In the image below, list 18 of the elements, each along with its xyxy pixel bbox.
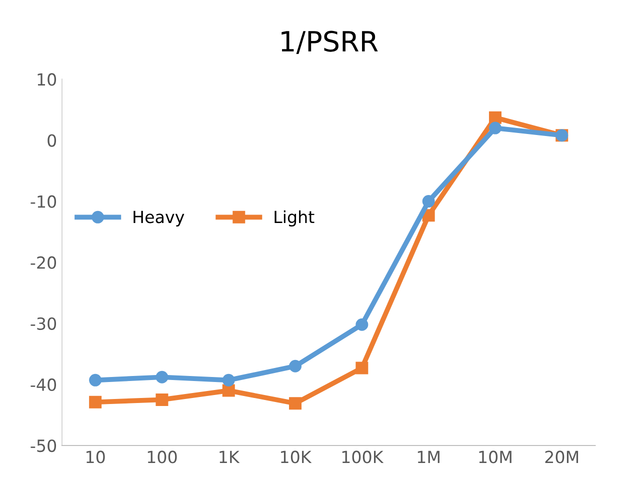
x-tick-label: 1M <box>418 450 440 464</box>
x-tick-label: 10M <box>479 450 512 464</box>
y-tick-label: -20 <box>30 256 56 269</box>
x-tick-label: 10K <box>281 450 312 464</box>
x-tick-label: 20M <box>545 450 578 464</box>
x-tick-label: 1K <box>220 450 240 464</box>
chart-title: 1/PSRR <box>282 30 378 54</box>
y-tick-label: -40 <box>30 378 56 392</box>
x-tick-label: 100K <box>342 450 384 464</box>
y-tick-label: -50 <box>30 439 56 452</box>
x-tick-label: 10 <box>86 450 105 464</box>
y-tick-label: 10 <box>38 73 56 86</box>
legend-label: Heavy <box>134 210 184 226</box>
y-tick-label: -30 <box>30 317 56 330</box>
legend-label: Light <box>274 210 314 226</box>
y-tick-label: -10 <box>30 195 56 208</box>
y-tick-label: 0 <box>48 134 56 147</box>
x-tick-label: 100 <box>148 450 177 464</box>
